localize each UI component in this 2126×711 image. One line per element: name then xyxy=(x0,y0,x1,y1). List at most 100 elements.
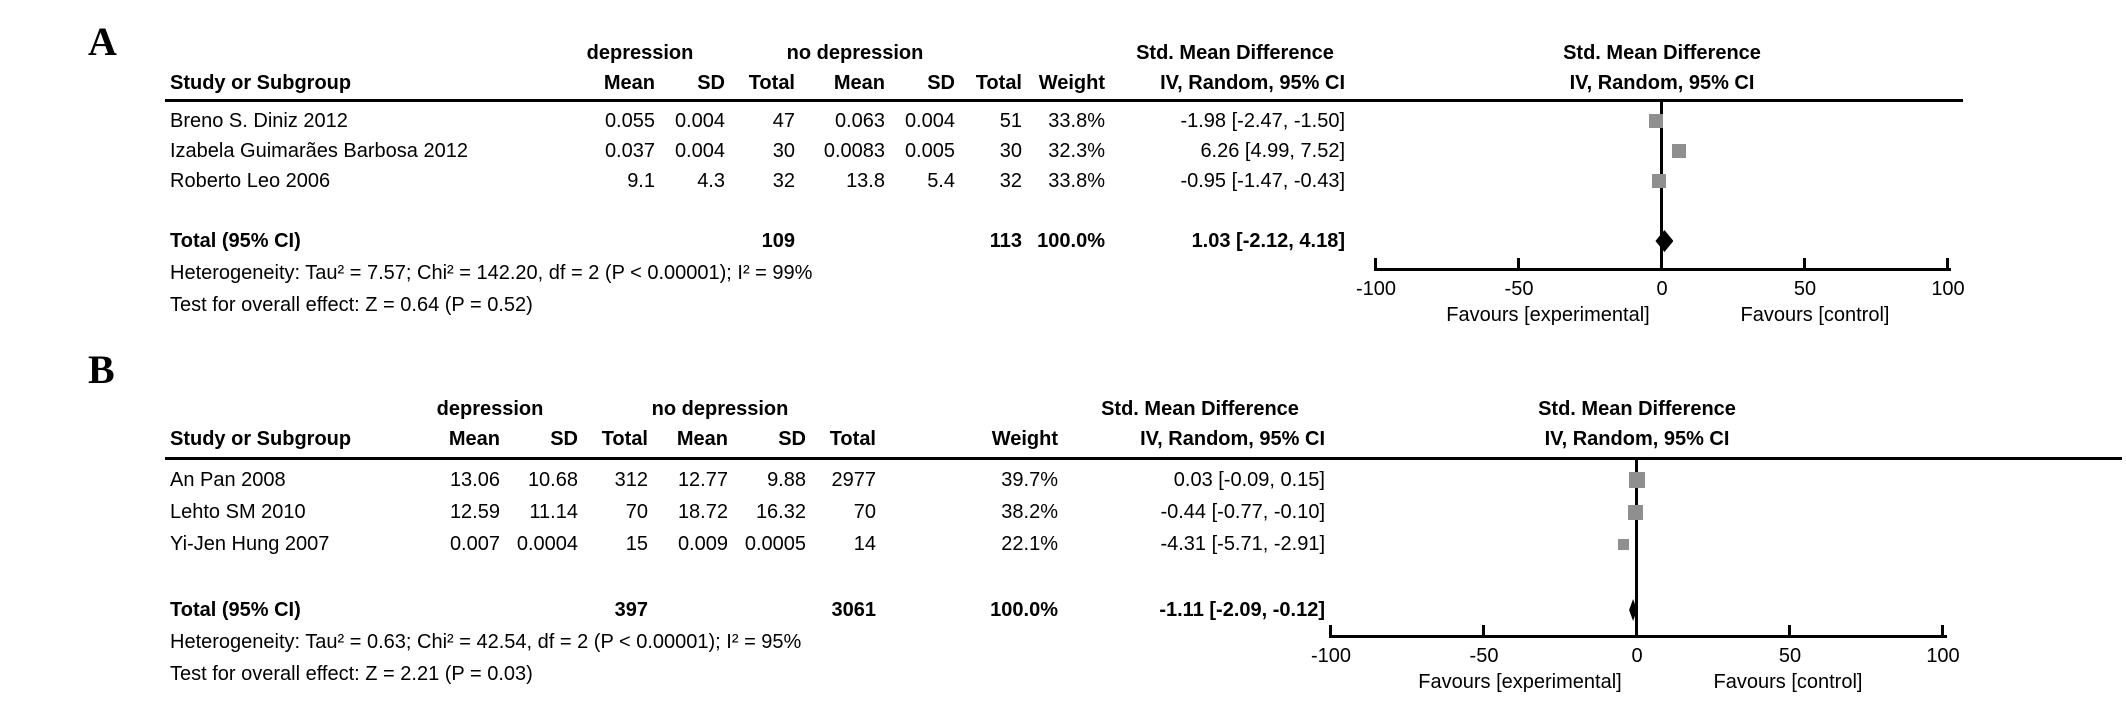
col-header-total2: Total xyxy=(829,428,876,450)
cell-sd1: 0.004 xyxy=(674,110,725,132)
cell-mean2: 12.77 xyxy=(677,469,728,491)
cell-mean1: 0.055 xyxy=(604,110,655,132)
plot-header-effect: Std. Mean Difference xyxy=(1563,42,1761,64)
pooled-effect-diamond xyxy=(1655,230,1674,252)
group-header-effect: Std. Mean Difference xyxy=(1136,42,1334,64)
cell-weight: 33.8% xyxy=(1048,110,1105,132)
axis-tick-label: -50 xyxy=(1469,645,1499,667)
axis-tick xyxy=(1788,625,1791,638)
cell-total2: 2977 xyxy=(831,469,877,491)
overall-effect-text: Test for overall effect: Z = 0.64 (P = 0… xyxy=(170,294,533,316)
cell-ci: -1.98 [-2.47, -1.50] xyxy=(1180,110,1345,132)
study-name: Lehto SM 2010 xyxy=(170,501,306,523)
col-header-ci: IV, Random, 95% CI xyxy=(1140,428,1325,450)
col-header-sd1: SD xyxy=(550,428,578,450)
plot-header-effect: Std. Mean Difference xyxy=(1538,398,1736,420)
study-name: Izabela Guimarães Barbosa 2012 xyxy=(170,140,468,162)
cell-total1: 70 xyxy=(625,501,648,523)
cell-total2: 51 xyxy=(999,110,1022,132)
total-ci: 1.03 [-2.12, 4.18] xyxy=(1191,230,1345,252)
col-header-mean1: Mean xyxy=(448,428,500,450)
heterogeneity-text: Heterogeneity: Tau² = 7.57; Chi² = 142.2… xyxy=(170,262,813,284)
col-header-total1: Total xyxy=(601,428,648,450)
cell-mean1: 9.1 xyxy=(627,170,655,192)
cell-ci: -0.95 [-1.47, -0.43] xyxy=(1180,170,1345,192)
col-header-mean1: Mean xyxy=(603,72,655,94)
study-point-estimate-marker xyxy=(1651,174,1666,188)
header-rule xyxy=(165,457,2122,460)
cell-sd1: 0.004 xyxy=(674,140,725,162)
axis-tick-label: 50 xyxy=(1778,645,1802,667)
group-header-effect: Std. Mean Difference xyxy=(1101,398,1299,420)
cell-weight: 39.7% xyxy=(1001,469,1058,491)
cell-sd1: 11.14 xyxy=(529,501,578,523)
cell-sd1: 4.3 xyxy=(697,170,725,192)
study-point-estimate-marker xyxy=(1672,144,1687,158)
total-n-control: 113 xyxy=(989,230,1022,252)
cell-mean1: 0.007 xyxy=(449,533,500,555)
cell-mean2: 0.063 xyxy=(834,110,885,132)
pooled-effect-diamond xyxy=(1629,599,1638,621)
total-n-control: 3061 xyxy=(831,599,877,621)
cell-total1: 47 xyxy=(772,110,795,132)
cell-total1: 32 xyxy=(772,170,795,192)
cell-total1: 312 xyxy=(614,469,648,491)
overall-effect-text: Test for overall effect: Z = 2.21 (P = 0… xyxy=(170,663,533,685)
axis-tick-label: 50 xyxy=(1793,278,1817,300)
axis-tick-label: -50 xyxy=(1504,278,1534,300)
col-header-mean2: Mean xyxy=(676,428,728,450)
col-header-sd1: SD xyxy=(697,72,725,94)
study-point-estimate-marker xyxy=(1628,472,1645,488)
cell-sd1: 0.0004 xyxy=(516,533,578,555)
axis-tick-label: 0 xyxy=(1631,645,1643,667)
group-header-experimental: depression xyxy=(436,398,544,420)
cell-mean2: 0.0083 xyxy=(823,140,885,162)
col-header-total1: Total xyxy=(748,72,795,94)
axis-tick xyxy=(1803,258,1806,271)
axis-tick-label: 0 xyxy=(1656,278,1668,300)
col-header-ci: IV, Random, 95% CI xyxy=(1160,72,1345,94)
col-header-total2: Total xyxy=(975,72,1022,94)
plot-header-ci: IV, Random, 95% CI xyxy=(1544,428,1730,450)
total-label: Total (95% CI) xyxy=(170,230,301,252)
axis-tick xyxy=(1374,258,1377,271)
zero-line xyxy=(1635,460,1638,637)
axis-tick xyxy=(1946,258,1949,271)
cell-ci: 0.03 [-0.09, 0.15] xyxy=(1173,469,1325,491)
axis-tick-label: -100 xyxy=(1355,278,1397,300)
col-header-sd2: SD xyxy=(927,72,955,94)
plot-header-ci: IV, Random, 95% CI xyxy=(1569,72,1755,94)
axis-tick xyxy=(1660,258,1663,271)
cell-mean1: 13.06 xyxy=(449,469,500,491)
cell-sd2: 0.004 xyxy=(904,110,955,132)
total-n-experimental: 397 xyxy=(614,599,648,621)
axis-tick xyxy=(1635,625,1638,638)
cell-sd2: 5.4 xyxy=(927,170,955,192)
cell-weight: 33.8% xyxy=(1048,170,1105,192)
cell-total1: 15 xyxy=(625,533,648,555)
axis-tick xyxy=(1329,625,1332,638)
col-header-weight: Weight xyxy=(1038,72,1105,94)
col-header-mean2: Mean xyxy=(833,72,885,94)
study-name: Roberto Leo 2006 xyxy=(170,170,331,192)
panel-a-label: A xyxy=(88,19,117,64)
cell-total2: 32 xyxy=(999,170,1022,192)
favours-experimental-label: Favours [experimental] xyxy=(1446,304,1650,326)
col-header-study: Study or Subgroup xyxy=(170,428,352,450)
favours-control-label: Favours [control] xyxy=(1740,304,1890,326)
cell-weight: 38.2% xyxy=(1001,501,1058,523)
favours-experimental-label: Favours [experimental] xyxy=(1418,671,1622,693)
cell-sd2: 0.0005 xyxy=(744,533,806,555)
cell-ci: 6.26 [4.99, 7.52] xyxy=(1200,140,1345,162)
total-weight: 100.0% xyxy=(1037,230,1105,252)
cell-mean1: 0.037 xyxy=(604,140,655,162)
col-header-sd2: SD xyxy=(778,428,806,450)
cell-total2: 70 xyxy=(853,501,876,523)
panel-b-label: B xyxy=(88,347,115,392)
total-n-experimental: 109 xyxy=(761,230,795,252)
x-axis xyxy=(1329,635,1947,638)
cell-total2: 30 xyxy=(999,140,1022,162)
cell-ci: -0.44 [-0.77, -0.10] xyxy=(1160,501,1325,523)
col-header-study: Study or Subgroup xyxy=(170,72,352,94)
